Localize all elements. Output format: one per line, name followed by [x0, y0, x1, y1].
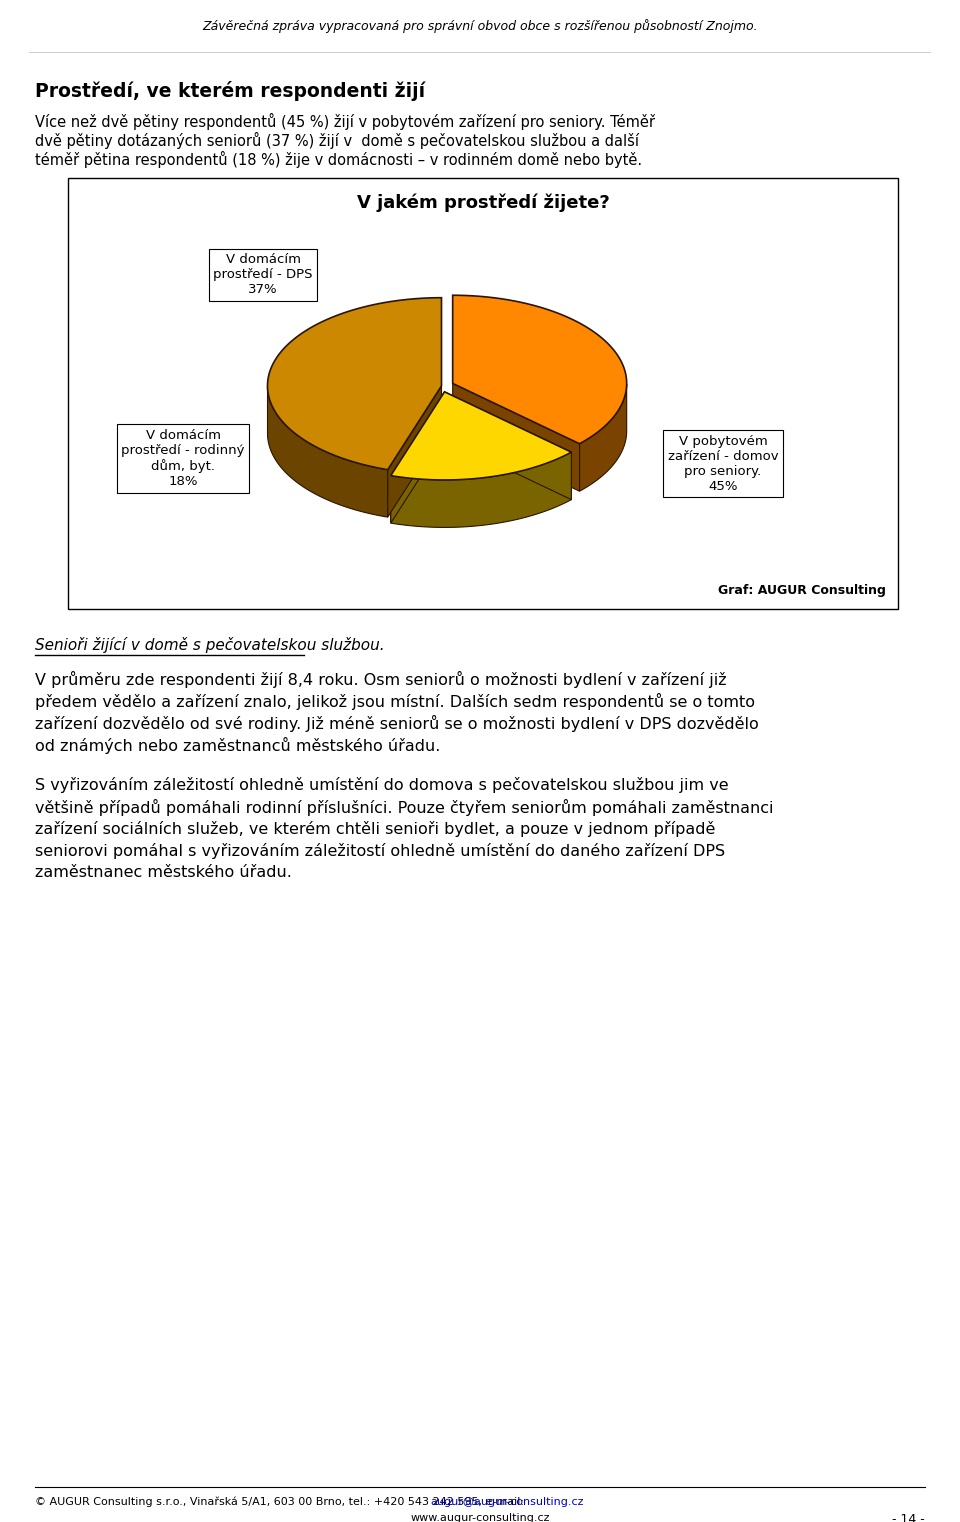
Text: www.augur-consulting.cz: www.augur-consulting.cz — [410, 1513, 550, 1522]
Text: V domácím
prostředí - DPS
37%: V domácím prostředí - DPS 37% — [213, 253, 313, 297]
Text: dvě pětiny dotázaných seniorů (37 %) žijí v  domě s pečovatelskou službou a dalš: dvě pětiny dotázaných seniorů (37 %) žij… — [35, 132, 639, 149]
Polygon shape — [453, 295, 627, 444]
Text: Závěrečná zpráva vypracovaná pro správní obvod obce s rozšířenou působností Znoj: Závěrečná zpráva vypracovaná pro správní… — [203, 18, 757, 33]
Polygon shape — [391, 452, 571, 528]
Polygon shape — [453, 384, 580, 492]
Text: Prostředí, ve kterém respondenti žijí: Prostředí, ve kterém respondenti žijí — [35, 81, 425, 102]
Polygon shape — [268, 298, 442, 470]
Text: Senioři žijící v domě s pečovatelskou službou.: Senioři žijící v domě s pečovatelskou sl… — [35, 636, 385, 653]
Text: S vyřizováním záležitostí ohledně umístění do domova s pečovatelskou službou jim: S vyřizováním záležitostí ohledně umístě… — [35, 776, 729, 793]
Text: augur@augur-consulting.cz: augur@augur-consulting.cz — [431, 1498, 585, 1507]
Text: od známých nebo zaměstnanců městského úřadu.: od známých nebo zaměstnanců městského úř… — [35, 737, 441, 753]
Text: V domácím
prostředí - rodinný
dům, byt.
18%: V domácím prostředí - rodinný dům, byt. … — [121, 429, 245, 489]
Text: většině případů pomáhali rodinní příslušníci. Pouze čtyřem seniorům pomáhali zam: většině případů pomáhali rodinní přísluš… — [35, 799, 774, 816]
Text: zařízení sociálních služeb, ve kterém chtěli senioři bydlet, a pouze v jednom př: zařízení sociálních služeb, ve kterém ch… — [35, 820, 715, 837]
Polygon shape — [268, 387, 388, 517]
Text: Více než dvě pětiny respondentů (45 %) žijí v pobytovém zařízení pro seniory. Té: Více než dvě pětiny respondentů (45 %) ž… — [35, 113, 655, 131]
Polygon shape — [391, 391, 571, 479]
Text: seniorovi pomáhal s vyřizováním záležitostí ohledně umístění do daného zařízení : seniorovi pomáhal s vyřizováním záležito… — [35, 843, 725, 858]
Text: V průměru zde respondenti žijí 8,4 roku. Osm seniorů o možnosti bydlení v zaříze: V průměru zde respondenti žijí 8,4 roku.… — [35, 671, 727, 688]
FancyBboxPatch shape — [68, 178, 898, 609]
Text: zaměstnanec městského úřadu.: zaměstnanec městského úřadu. — [35, 864, 292, 880]
Polygon shape — [388, 387, 442, 517]
Text: téměř pětina respondentů (18 %) žije v domácnosti – v rodinném domě nebo bytě.: téměř pětina respondentů (18 %) žije v d… — [35, 151, 642, 169]
Polygon shape — [444, 391, 571, 499]
Text: V jakém prostředí žijete?: V jakém prostředí žijete? — [356, 193, 610, 212]
Text: Graf: AUGUR Consulting: Graf: AUGUR Consulting — [718, 583, 886, 597]
Polygon shape — [391, 391, 444, 524]
Text: V pobytovém
zařízení - domov
pro seniory.
45%: V pobytovém zařízení - domov pro seniory… — [668, 434, 779, 493]
Polygon shape — [580, 384, 627, 492]
Text: zařízení dozvědělo od své rodiny. Již méně seniorů se o možnosti bydlení v DPS d: zařízení dozvědělo od své rodiny. Již mé… — [35, 715, 758, 732]
Text: předem vědělo a zařízení znalo, jelikož jsou místní. Dalších sedm respondentů se: předem vědělo a zařízení znalo, jelikož … — [35, 693, 755, 709]
Text: © AUGUR Consulting s.r.o., Vinařská 5/A1, 603 00 Brno, tel.: +420 543 242 595, e: © AUGUR Consulting s.r.o., Vinařská 5/A1… — [35, 1498, 527, 1507]
Text: - 14 -: - 14 - — [892, 1513, 925, 1522]
